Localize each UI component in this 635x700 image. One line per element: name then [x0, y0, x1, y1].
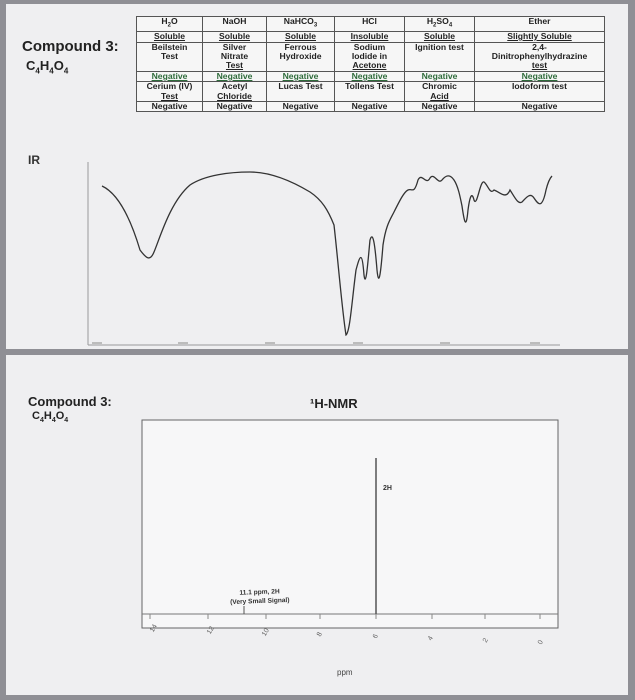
nmr-title: ¹H-NMR	[310, 396, 358, 411]
result-cell: Negative	[334, 70, 405, 83]
header-h2o: H2O	[136, 15, 203, 33]
ir-spectrum	[87, 162, 560, 346]
header-hcl: HCl	[334, 15, 405, 33]
solubility-cell: Soluble	[404, 31, 475, 43]
compound-formula-top: C4H4O4	[26, 58, 69, 76]
test-cell: 2,4- Dinitrophenylhydrazine test	[474, 41, 605, 72]
compound-title-bottom: Compound 3:	[28, 394, 112, 409]
solubility-cell: Slightly Soluble	[474, 31, 605, 43]
compound-title-top: Compound 3:	[22, 38, 119, 55]
chemical-tests-table: H2O NaOH NaHCO3 HCl H2SO4 Ether Soluble …	[136, 15, 605, 113]
nmr-axis-ticks	[149, 614, 541, 619]
result-cell: Negative	[404, 100, 475, 113]
nmr-axis-label: ppm	[337, 668, 353, 677]
header-naoh: NaOH	[202, 15, 267, 33]
test-cell: Cerium (IV) Test	[136, 81, 203, 102]
test-cell: Sodium Iodide in Acetone	[334, 41, 405, 72]
ir-label: IR	[28, 153, 40, 167]
result-cell: Negative	[474, 70, 605, 83]
result-cell: Negative	[202, 100, 267, 113]
result-cell: Negative	[266, 100, 335, 113]
test-cell: Beilstein Test	[136, 41, 203, 72]
test-cell: Ferrous Hydroxide	[266, 41, 335, 72]
table-row: Negative Negative Negative Negative Nega…	[136, 100, 605, 113]
header-h2so4: H2SO4	[404, 15, 475, 33]
table-header-row: H2O NaOH NaHCO3 HCl H2SO4 Ether	[136, 15, 605, 33]
nmr-annotation-2h: 2H	[383, 485, 392, 492]
nmr-plot	[141, 419, 559, 629]
test-cell: Ignition test	[404, 41, 475, 72]
solubility-cell: Soluble	[266, 31, 335, 43]
nmr-annotation-small-signal: 11.1 ppm, 2H (Very Small Signal)	[230, 588, 290, 607]
nmr-frame	[141, 419, 559, 629]
header-ether: Ether	[474, 15, 605, 33]
test-cell: Lucas Test	[266, 81, 335, 102]
test-cell: Chromic Acid	[404, 81, 475, 102]
result-cell: Negative	[404, 70, 475, 83]
table-row: Beilstein Test Silver Nitrate Test Ferrous H…	[136, 41, 605, 72]
table-row: Cerium (IV) Test Acetyl Chloride Lucas Tes…	[136, 81, 605, 102]
header-nahco3: NaHCO3	[266, 15, 335, 33]
test-cell: Acetyl Chloride	[202, 81, 267, 102]
test-cell: Silver Nitrate Test	[202, 41, 267, 72]
test-cell: Tollens Test	[334, 81, 405, 102]
result-cell: Negative	[474, 100, 605, 113]
table-row: Negative Negative Negative Negative Nega…	[136, 70, 605, 83]
table-row: Soluble Soluble Soluble Insoluble Solubl…	[136, 31, 605, 43]
result-cell: Negative	[202, 70, 267, 83]
test-cell: Iodoform test	[474, 81, 605, 102]
result-cell: Negative	[334, 100, 405, 113]
solubility-cell: Insoluble	[334, 31, 405, 43]
compound-formula-bottom: C4H4O4	[32, 410, 69, 425]
ir-trace	[101, 171, 553, 337]
solubility-cell: Soluble	[202, 31, 267, 43]
solubility-cell: Soluble	[136, 31, 203, 43]
result-cell: Negative	[266, 70, 335, 83]
result-cell: Negative	[136, 100, 203, 113]
result-cell: Negative	[136, 70, 203, 83]
